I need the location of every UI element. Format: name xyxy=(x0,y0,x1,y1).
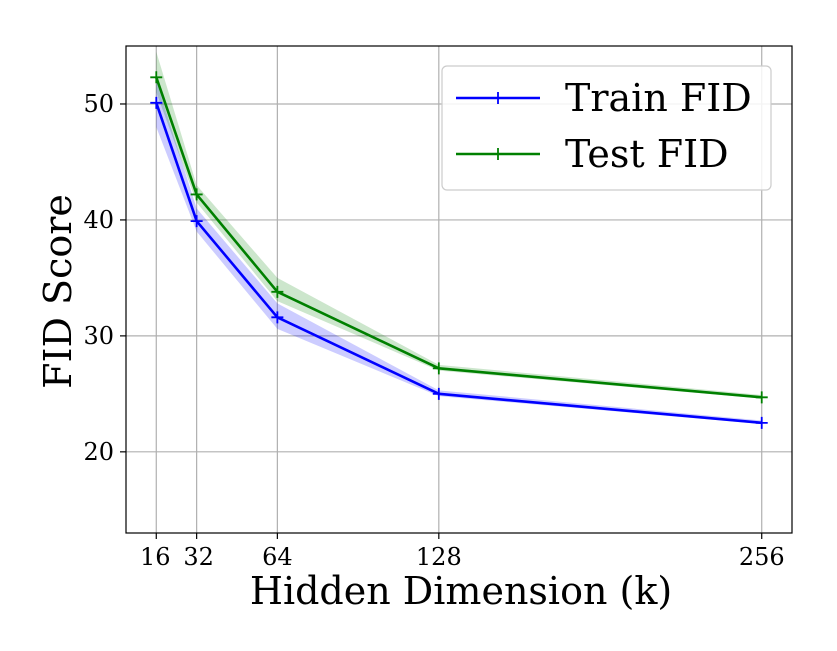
confidence-band xyxy=(156,51,762,399)
data-point xyxy=(150,71,163,84)
x-tick-label: 128 xyxy=(416,543,462,571)
y-axis-title: FID Score xyxy=(36,194,80,389)
y-tick-label: 30 xyxy=(83,322,114,350)
legend-marker xyxy=(492,92,504,104)
series-markers xyxy=(150,71,768,429)
y-tick-label: 40 xyxy=(83,206,114,234)
axis-ticks: 16 32 64 128 256 20 30 40 50 xyxy=(83,90,784,571)
legend: Train FID Test FID xyxy=(441,65,772,191)
data-point xyxy=(271,285,284,298)
data-point xyxy=(432,387,445,400)
x-tick-label: 64 xyxy=(262,543,293,571)
data-point xyxy=(190,215,203,228)
y-tick-label: 20 xyxy=(83,438,114,466)
x-tick-label: 256 xyxy=(739,543,785,571)
data-point xyxy=(432,362,445,375)
legend-label: Train FID xyxy=(565,76,752,120)
data-point xyxy=(271,311,284,324)
x-axis-title: Hidden Dimension (k) xyxy=(250,569,672,613)
plot-frame xyxy=(125,45,793,534)
x-tick-label: 16 xyxy=(140,543,171,571)
legend-label: Test FID xyxy=(565,132,729,176)
data-point xyxy=(150,96,163,109)
x-tick-label: 32 xyxy=(183,543,214,571)
y-tick-label: 50 xyxy=(83,90,114,118)
data-point xyxy=(755,416,768,429)
data-point xyxy=(190,188,203,201)
confidence-band xyxy=(156,80,762,425)
legend-marker xyxy=(492,148,504,160)
confidence-bands xyxy=(156,51,762,425)
data-point xyxy=(755,391,768,404)
